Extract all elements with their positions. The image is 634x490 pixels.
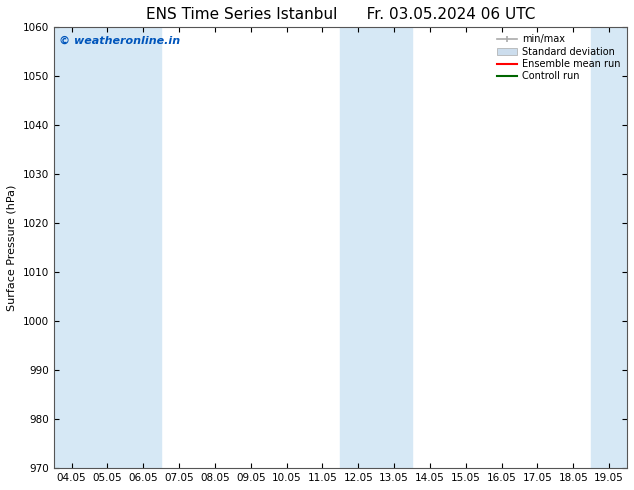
Y-axis label: Surface Pressure (hPa): Surface Pressure (hPa) [7,185,17,311]
Text: © weatheronline.in: © weatheronline.in [60,36,181,46]
Bar [592,27,627,468]
Legend: min/max, Standard deviation, Ensemble mean run, Controll run: min/max, Standard deviation, Ensemble me… [496,32,622,83]
Bar [54,27,161,468]
Title: ENS Time Series Istanbul      Fr. 03.05.2024 06 UTC: ENS Time Series Istanbul Fr. 03.05.2024 … [146,7,535,22]
Bar [340,27,412,468]
